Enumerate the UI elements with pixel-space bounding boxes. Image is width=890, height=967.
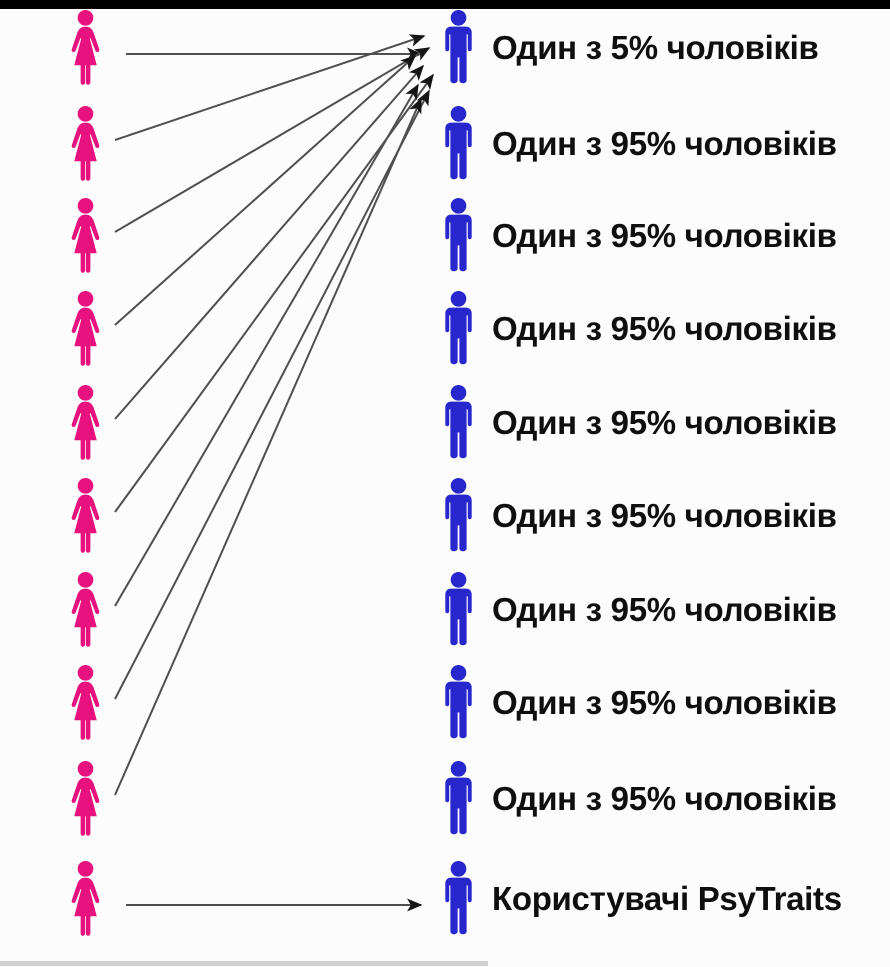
- row-label: Один з 95% чоловіків: [492, 497, 837, 534]
- connection-arrow: [114, 73, 434, 513]
- male-figure: [437, 664, 480, 750]
- male-figure: [437, 477, 480, 563]
- row-label: Один з 95% чоловіків: [492, 591, 837, 628]
- row-label: Один з 95% чоловіків: [492, 125, 837, 162]
- male-figure: [437, 290, 480, 376]
- woman-icon: [64, 384, 107, 470]
- male-figure: [437, 571, 480, 657]
- woman-icon: [64, 9, 107, 95]
- man-icon: [437, 384, 480, 470]
- row-label: Один з 95% чоловіків: [492, 310, 837, 347]
- female-figure: [64, 477, 107, 563]
- row-label: Один з 5% чоловіків: [492, 29, 819, 66]
- woman-icon: [64, 860, 107, 946]
- row-label: Один з 95% чоловіків: [492, 404, 837, 441]
- woman-icon: [64, 571, 107, 657]
- bottom-edge-artifact: [0, 961, 488, 966]
- woman-icon: [64, 290, 107, 376]
- female-figure: [64, 760, 107, 846]
- connection-arrow: [114, 54, 417, 326]
- man-icon: [437, 477, 480, 563]
- connection-arrow: [114, 47, 431, 233]
- woman-icon: [64, 760, 107, 846]
- man-icon: [437, 760, 480, 846]
- female-figure: [64, 290, 107, 376]
- male-figure: [437, 197, 480, 283]
- man-icon: [437, 860, 480, 946]
- woman-icon: [64, 664, 107, 750]
- connection-arrow: [114, 97, 422, 796]
- male-figure: [437, 105, 480, 191]
- female-figure: [64, 105, 107, 191]
- female-figure: [64, 384, 107, 470]
- top-border-bar: [0, 0, 890, 9]
- connection-arrow: [114, 34, 426, 141]
- connection-arrow: [114, 64, 424, 420]
- connection-arrow: [114, 83, 419, 607]
- man-icon: [437, 105, 480, 191]
- male-figure: [437, 760, 480, 846]
- woman-icon: [64, 197, 107, 283]
- man-icon: [437, 290, 480, 376]
- row-label: Один з 95% чоловіків: [492, 217, 837, 254]
- row-label: Один з 95% чоловіків: [492, 684, 837, 721]
- man-icon: [437, 9, 480, 95]
- man-icon: [437, 664, 480, 750]
- female-figure: [64, 9, 107, 95]
- female-figure: [64, 860, 107, 946]
- man-icon: [437, 197, 480, 283]
- male-figure: [437, 384, 480, 470]
- row-label: Один з 95% чоловіків: [492, 780, 837, 817]
- male-figure: [437, 860, 480, 946]
- female-figure: [64, 571, 107, 657]
- female-figure: [64, 197, 107, 283]
- connection-arrow: [114, 89, 430, 700]
- row-label: Користувачі PsyTraits: [492, 880, 842, 917]
- woman-icon: [64, 477, 107, 563]
- woman-icon: [64, 105, 107, 191]
- male-figure: [437, 9, 480, 95]
- man-icon: [437, 571, 480, 657]
- female-figure: [64, 664, 107, 750]
